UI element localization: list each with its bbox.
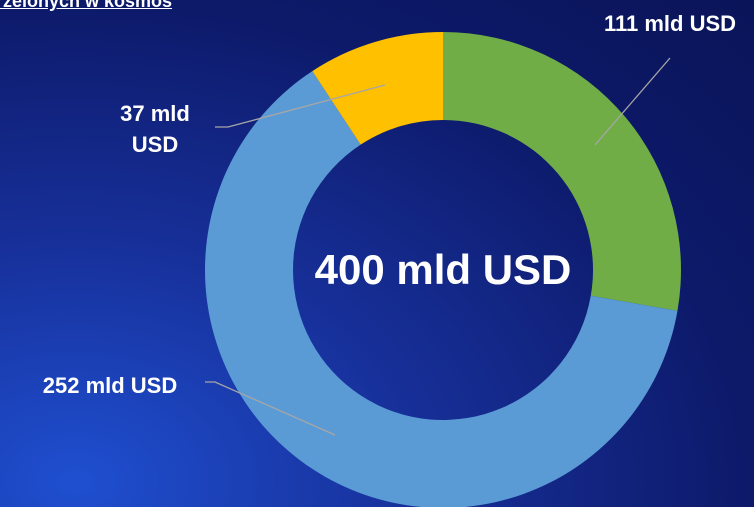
data-label: 37 mld USD xyxy=(120,101,190,157)
leader-line xyxy=(205,381,336,436)
center-label: 400 mld USD xyxy=(314,246,572,293)
donut-slice xyxy=(312,32,443,145)
data-label: 252 mld USD xyxy=(42,373,178,398)
donut-slice xyxy=(205,71,678,507)
data-label: 111 mld USD xyxy=(603,11,737,36)
leader-line xyxy=(594,57,671,146)
leader-line xyxy=(215,84,386,128)
donut-slice xyxy=(443,32,681,311)
chart-title: rzelonych w kosmos xyxy=(0,0,173,11)
